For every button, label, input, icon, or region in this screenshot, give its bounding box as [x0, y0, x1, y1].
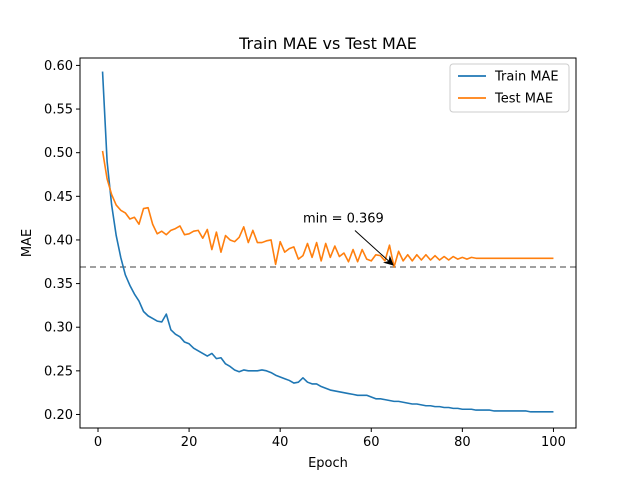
plot-frame: [79, 57, 577, 429]
y-tick-label: 0.20: [44, 408, 73, 423]
x-tick-label: 60: [363, 435, 380, 450]
x-axis-title: Epoch: [308, 456, 348, 471]
x-tick-label: 20: [181, 435, 198, 450]
annotation-label: min = 0.369: [303, 211, 384, 226]
legend: Train MAE Test MAE: [449, 63, 570, 113]
x-tick-label: 100: [541, 435, 566, 450]
y-axis-title: MAE: [20, 229, 35, 257]
series-line-test-mae: [101, 150, 554, 268]
series-line-train-mae: [101, 71, 554, 413]
y-tick-label: 0.45: [44, 190, 73, 205]
x-tick-label: 0: [94, 435, 102, 450]
annotation-arrow: [354, 230, 394, 266]
y-tick-label: 0.40: [44, 233, 73, 248]
y-tick-label: 0.35: [44, 277, 73, 292]
y-tick-label: 0.30: [44, 321, 73, 336]
y-tick-label: 0.60: [44, 59, 73, 74]
y-tick-label: 0.55: [44, 103, 73, 118]
x-tick-label: 80: [454, 435, 471, 450]
chart-title: Train MAE vs Test MAE: [238, 34, 417, 53]
legend-label: Test MAE: [494, 92, 553, 107]
y-tick-label: 0.50: [44, 146, 73, 161]
legend-label: Train MAE: [494, 70, 559, 85]
x-tick-label: 40: [272, 435, 289, 450]
y-tick-label: 0.25: [44, 364, 73, 379]
